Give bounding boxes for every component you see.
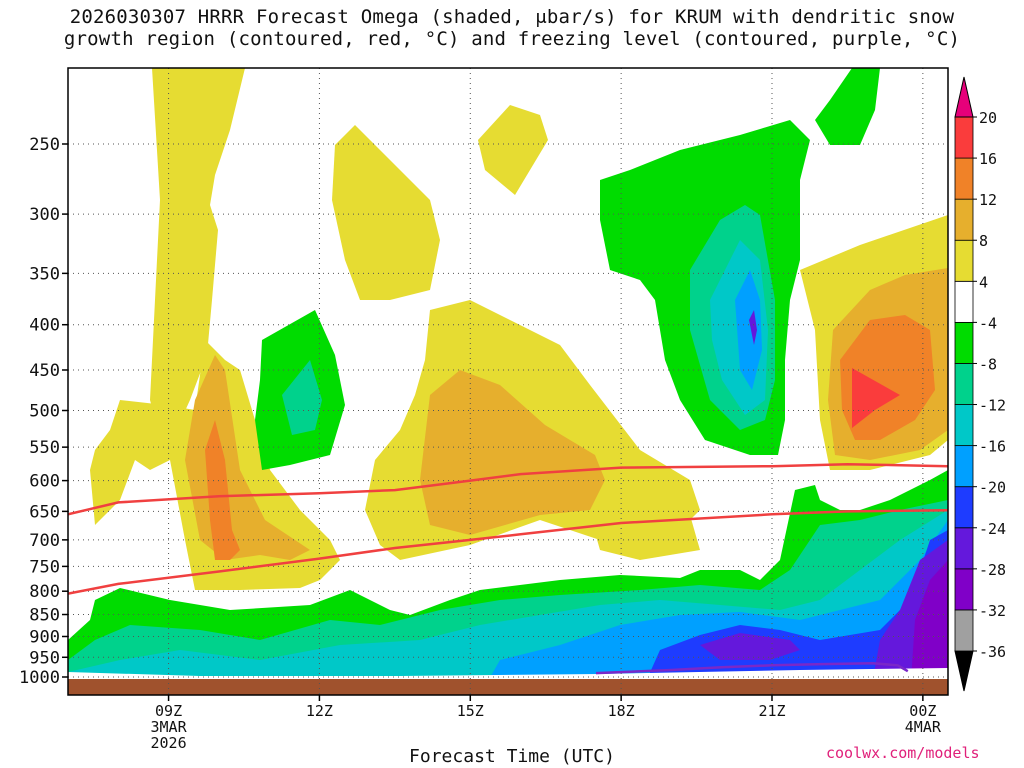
colorbar-label: 8	[979, 232, 988, 250]
omega-shading	[68, 68, 948, 695]
x-tick-sublabel: 4MAR	[905, 718, 942, 736]
y-tick-label: 800	[29, 582, 60, 602]
omega-blue-right	[735, 270, 762, 390]
y-tick-label: 850	[29, 606, 60, 626]
colorbar-label: 4	[979, 273, 988, 291]
colorbar-label: 20	[979, 109, 997, 127]
x-tick-label: 18Z	[608, 702, 635, 720]
surface-ground	[68, 679, 948, 695]
omega-orange-center	[420, 370, 605, 535]
y-tick-label: 700	[29, 531, 60, 551]
colorbar-label: -36	[979, 643, 1006, 661]
y-tick-label: 500	[29, 402, 60, 422]
chart-title: 2026030307 HRRR Forecast Omega (shaded, …	[0, 6, 1024, 50]
x-tick-label: 00Z	[909, 702, 936, 720]
omega-teal-left	[282, 360, 322, 435]
omega-yellow-upper-left	[150, 68, 245, 455]
colorbar-swatch	[954, 527, 974, 570]
colorbar-label: -8	[979, 355, 997, 373]
colorbar-swatch	[954, 445, 974, 488]
colorbar-label: -24	[979, 520, 1006, 538]
y-tick-label: 300	[29, 205, 60, 225]
colorbar-arrow-bottom	[954, 650, 974, 692]
omega-purple-low-max	[700, 633, 800, 660]
y-tick-label: 350	[29, 264, 60, 284]
x-tick-sublabel: 2026	[151, 734, 187, 752]
omega-yellow-mid-top	[332, 125, 440, 300]
x-axis-label: Forecast Time (UTC)	[409, 746, 615, 767]
colorbar-label: -12	[979, 397, 1006, 415]
colorbar-arrow-top	[954, 76, 974, 118]
y-tick-label: 550	[29, 438, 60, 458]
colorbar-label: 12	[979, 191, 997, 209]
colorbar-label: -32	[979, 602, 1006, 620]
y-tick-label: 1000	[19, 668, 60, 688]
omega-orange2-left	[205, 420, 240, 560]
omega-yellow-center-tail	[580, 480, 700, 560]
chart-title-line-1: 2026030307 HRRR Forecast Omega (shaded, …	[69, 6, 955, 28]
chart-title-line-2: growth region (contoured, red, °C) and f…	[63, 28, 961, 50]
x-tick-label: 09Z	[155, 702, 182, 720]
colorbar-swatch	[954, 486, 974, 529]
omega-purple-right	[749, 310, 757, 345]
omega-yellow-top-blob	[478, 105, 548, 195]
y-tick-label: 400	[29, 316, 60, 336]
colorbar-swatch	[954, 116, 974, 159]
omega-green-top-right	[815, 68, 880, 145]
colorbar-label: -28	[979, 561, 1006, 579]
y-tick-label: 900	[29, 627, 60, 647]
colorbar-label: -4	[979, 314, 997, 332]
y-tick-label: 250	[29, 135, 60, 155]
colorbar-label: 16	[979, 150, 997, 168]
freezing-level-contour	[595, 662, 909, 675]
colorbar-swatch	[954, 239, 974, 282]
y-tick-label: 600	[29, 472, 60, 492]
x-tick-sublabel: 3MAR	[151, 718, 188, 736]
colorbar-swatch	[954, 321, 974, 364]
colorbar-swatch	[954, 363, 974, 405]
y-tick-label: 650	[29, 502, 60, 522]
colorbar-swatch	[954, 609, 974, 652]
dendritic-contour-1	[68, 462, 948, 516]
x-tick-label: 12Z	[306, 702, 333, 720]
plot-frame	[67, 67, 949, 696]
colorbar-label: -16	[979, 438, 1006, 456]
omega-violet-low-right	[910, 560, 948, 695]
grid-lines	[68, 68, 948, 695]
colorbar-swatch	[954, 280, 974, 323]
y-tick-label: 750	[29, 557, 60, 577]
x-tick-label: 21Z	[758, 702, 785, 720]
y-tick-label: 450	[29, 361, 60, 381]
x-tick-label: 15Z	[457, 702, 484, 720]
colorbar-label: -20	[979, 479, 1006, 497]
colorbar-swatch	[954, 404, 974, 447]
credit-link[interactable]: coolwx.com/models	[826, 744, 980, 762]
dendritic-contour-2	[68, 508, 948, 595]
colorbar: -36 -32 -28 -24 -20 -16 -12 -8 -4 4 8 12 16 20	[954, 76, 1006, 692]
colorbar-swatch	[954, 157, 974, 200]
omega-red-max	[852, 368, 900, 428]
colorbar-swatch	[954, 568, 974, 611]
colorbar-swatch	[954, 198, 974, 241]
y-tick-label: 950	[29, 648, 60, 668]
